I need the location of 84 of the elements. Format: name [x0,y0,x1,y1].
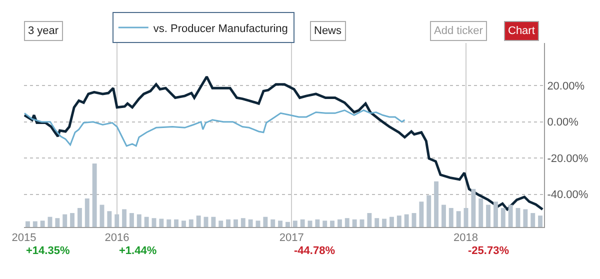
bar [367,213,372,227]
bar [196,216,201,227]
text: Chart [508,25,535,37]
bar [508,204,513,227]
bar [233,219,238,227]
bar [107,211,112,227]
x-tick-label: 2015 [12,232,36,244]
bar [308,220,312,227]
x-tick-label: 2017 [279,232,304,244]
bar [412,213,416,227]
bar [55,218,60,227]
bar [285,222,290,227]
bar [426,195,432,227]
bar [419,202,424,227]
bar [315,219,320,227]
y-tick-label: 20.00% [547,80,585,92]
bar [292,220,298,227]
line-series [24,110,406,147]
bar [226,219,231,227]
bar [448,208,454,227]
bar [114,214,120,227]
bar [493,202,498,227]
bar [278,220,283,227]
bar [263,216,268,227]
bar [144,216,149,227]
bar [166,219,172,227]
bar [122,209,127,227]
bar [77,208,82,227]
bar [256,220,260,227]
bar [500,208,506,227]
y-tick-label: -40.00% [547,189,588,202]
bar [404,214,409,227]
bar [218,220,224,227]
text: -25.73% [468,245,510,257]
text: -44.78% [294,245,336,257]
bar [374,218,380,227]
bar [92,164,97,227]
bar [300,219,305,227]
bar [352,219,357,227]
text: +1.44% [119,245,157,257]
x-tick-label: 2018 [454,232,478,244]
bar [159,218,164,227]
bar [129,213,134,227]
bar [70,213,75,227]
bar [174,219,179,227]
bar [25,221,30,227]
bar [211,216,216,227]
bar [382,218,387,227]
bar [62,214,68,227]
bar [188,219,194,227]
bar [136,214,142,227]
text: Add ticker [434,25,484,37]
bar [464,208,468,227]
bar [486,204,491,227]
bar [538,216,543,227]
bar [471,188,476,227]
text: +14.35% [26,245,70,257]
x-tick-label: 2016 [104,232,130,244]
bar [516,208,520,227]
bar [248,219,253,227]
bar [344,218,350,227]
bar [84,198,90,227]
text: News [314,25,342,37]
bar [396,216,402,227]
bar [152,218,156,227]
bar [530,213,536,227]
bar [322,220,328,227]
bar [40,220,45,227]
bar [240,218,246,227]
bar [181,220,186,227]
bar [523,209,528,227]
bar [434,181,439,227]
legend-label: vs. Producer Manufacturing [153,22,288,35]
bar [456,211,461,227]
y-tick-label: 0.00% [547,116,579,129]
bar [441,204,446,227]
bar [270,219,276,227]
bar [337,219,342,227]
bar [478,198,484,227]
bar [32,221,38,227]
y-tick-label: -20.00% [547,152,588,165]
bar [389,216,394,227]
text: 3 year [28,25,59,37]
bar [330,220,335,227]
